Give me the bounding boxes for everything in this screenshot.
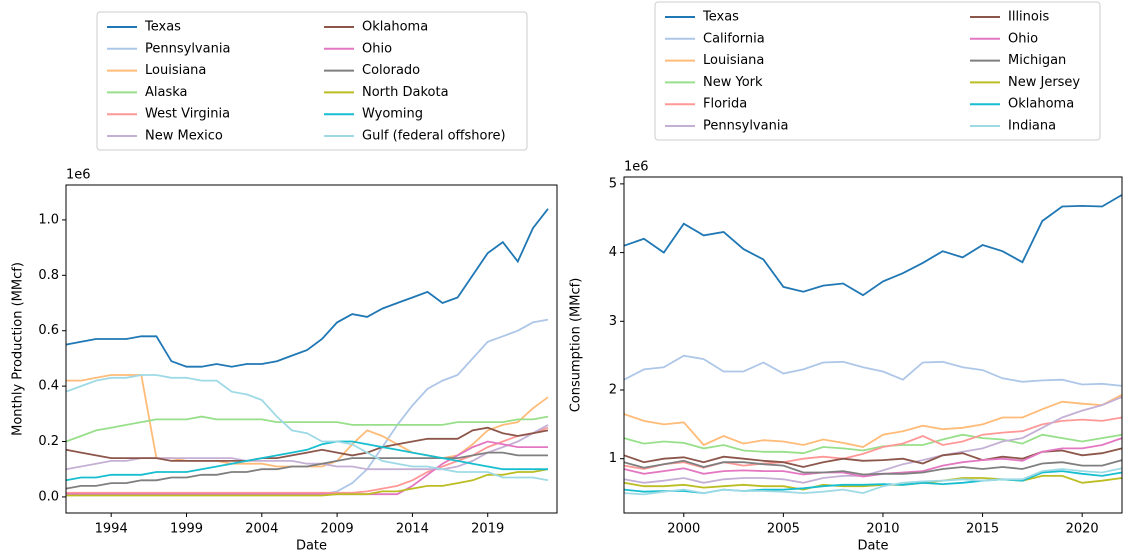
series-line <box>623 437 1123 478</box>
x-axis-label: Date <box>857 539 888 554</box>
legend-label: Ohio <box>1008 31 1038 46</box>
y-tick-label: 0.0 <box>38 489 59 504</box>
x-tick-label: 2005 <box>767 522 800 537</box>
legend-box <box>654 1 1101 141</box>
series-line <box>65 424 549 471</box>
legend-label: Pennsylvania <box>145 41 230 56</box>
series-line <box>623 354 1123 387</box>
series-line <box>65 374 549 482</box>
y-tick-label: 0.8 <box>38 268 59 283</box>
x-tick-label: 2000 <box>667 522 700 537</box>
y-tick-label: 4 <box>609 245 617 260</box>
series-line <box>623 194 1123 297</box>
series-line <box>623 396 1123 484</box>
legend-label: New Jersey <box>1008 75 1080 90</box>
x-tick-label: 2004 <box>245 522 278 537</box>
x-tick-label: 1999 <box>170 522 203 537</box>
legend-label: New Mexico <box>145 129 223 144</box>
x-tick-label: 2019 <box>471 522 504 537</box>
legend-label: California <box>703 31 765 46</box>
x-tick-label: 2020 <box>1066 522 1099 537</box>
legend-label: West Virginia <box>145 107 230 122</box>
legend-label: Michigan <box>1008 53 1066 68</box>
series-line <box>66 440 548 496</box>
series-line <box>65 451 548 490</box>
series-line <box>66 468 549 497</box>
plot-frame <box>65 184 558 514</box>
y-tick-label: 0.4 <box>38 379 59 394</box>
y-tick-label: 0.6 <box>38 323 59 338</box>
x-tick-label: 2014 <box>396 522 429 537</box>
legend-label: Wyoming <box>362 107 423 122</box>
series-line <box>65 426 549 462</box>
legend-label: Louisiana <box>703 53 764 68</box>
x-tick-label: 2010 <box>866 522 899 537</box>
x-axis-label: Date <box>296 539 327 554</box>
legend-label: Colorado <box>362 63 420 78</box>
series-line <box>66 318 549 496</box>
legend-label: Oklahoma <box>1008 97 1074 112</box>
series-line <box>623 467 1123 496</box>
legend-label: Texas <box>702 10 739 25</box>
series-line <box>65 440 548 482</box>
series-line <box>66 426 549 494</box>
legend-label: Louisiana <box>145 63 206 78</box>
legend-label: Gulf (federal offshore) <box>362 129 506 144</box>
legend-label: New York <box>703 75 763 90</box>
y-tick-label: 3 <box>609 314 617 329</box>
series-line <box>623 394 1123 448</box>
x-tick-label: 1994 <box>95 522 128 537</box>
y-tick-label: 0.2 <box>38 434 59 449</box>
legend-box <box>96 11 528 151</box>
legend-label: Illinois <box>1008 10 1049 25</box>
legend-label: Texas <box>144 20 181 35</box>
y-tick-label: 5 <box>609 176 617 191</box>
x-tick-label: 2009 <box>321 522 354 537</box>
legend-label: Alaska <box>145 85 188 100</box>
legend-label: Oklahoma <box>362 20 428 35</box>
y-axis-label: Consumption (MMcf) <box>569 278 584 413</box>
legend-label: Pennsylvania <box>703 119 788 134</box>
y-tick-label: 1 <box>609 451 617 466</box>
offset-label: 1e6 <box>66 168 91 183</box>
plot-frame <box>623 176 1123 514</box>
series-line <box>623 475 1123 491</box>
legend-label: Ohio <box>362 41 392 56</box>
offset-label: 1e6 <box>624 160 649 175</box>
y-tick-label: 2 <box>609 383 617 398</box>
legend-label: Indiana <box>1008 119 1056 134</box>
y-tick-label: 1.0 <box>38 212 59 227</box>
x-tick-label: 2015 <box>966 522 999 537</box>
legend-label: Florida <box>703 97 747 112</box>
legend-label: North Dakota <box>362 85 449 100</box>
series-line <box>623 433 1123 455</box>
series-line <box>65 208 549 368</box>
series-line <box>623 459 1123 476</box>
series-line <box>65 415 549 443</box>
y-axis-label: Monthly Production (MMcf) <box>11 262 26 436</box>
